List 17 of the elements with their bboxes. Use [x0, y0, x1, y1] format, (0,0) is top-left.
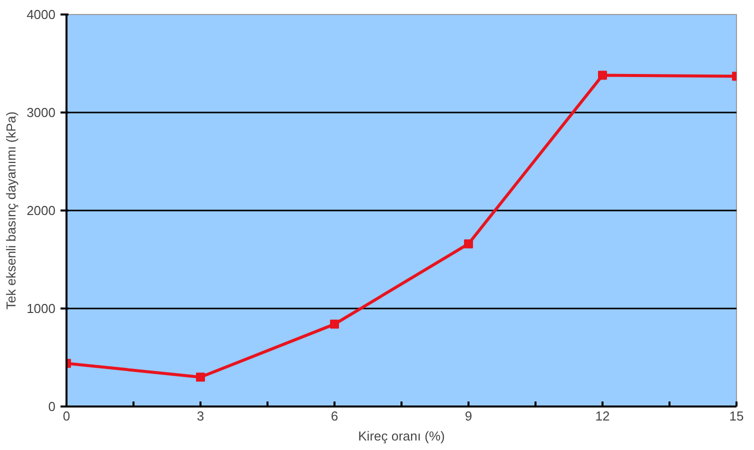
x-axis-title: Kireç oranı (%)	[358, 428, 445, 444]
x-tick-label: 6	[330, 408, 338, 424]
y-tick-label: 4000	[26, 7, 56, 22]
y-axis-title: Tek eksenli basınç dayanımı (kPa)	[4, 112, 19, 310]
y-tick-label: 3000	[26, 105, 56, 120]
y-tick-label: 1000	[26, 301, 56, 316]
point	[598, 70, 607, 80]
y-tick-label: 2000	[26, 203, 56, 218]
point	[196, 372, 205, 382]
y-tick-label: 0	[48, 399, 56, 414]
x-tick-label: 0	[62, 408, 70, 424]
point	[330, 320, 339, 329]
x-tick-label: 3	[196, 408, 204, 424]
x-tick-label: 9	[464, 408, 472, 424]
x-tick-label: 15	[729, 408, 744, 424]
x-tick-label: 12	[595, 408, 610, 424]
point	[464, 239, 473, 248]
